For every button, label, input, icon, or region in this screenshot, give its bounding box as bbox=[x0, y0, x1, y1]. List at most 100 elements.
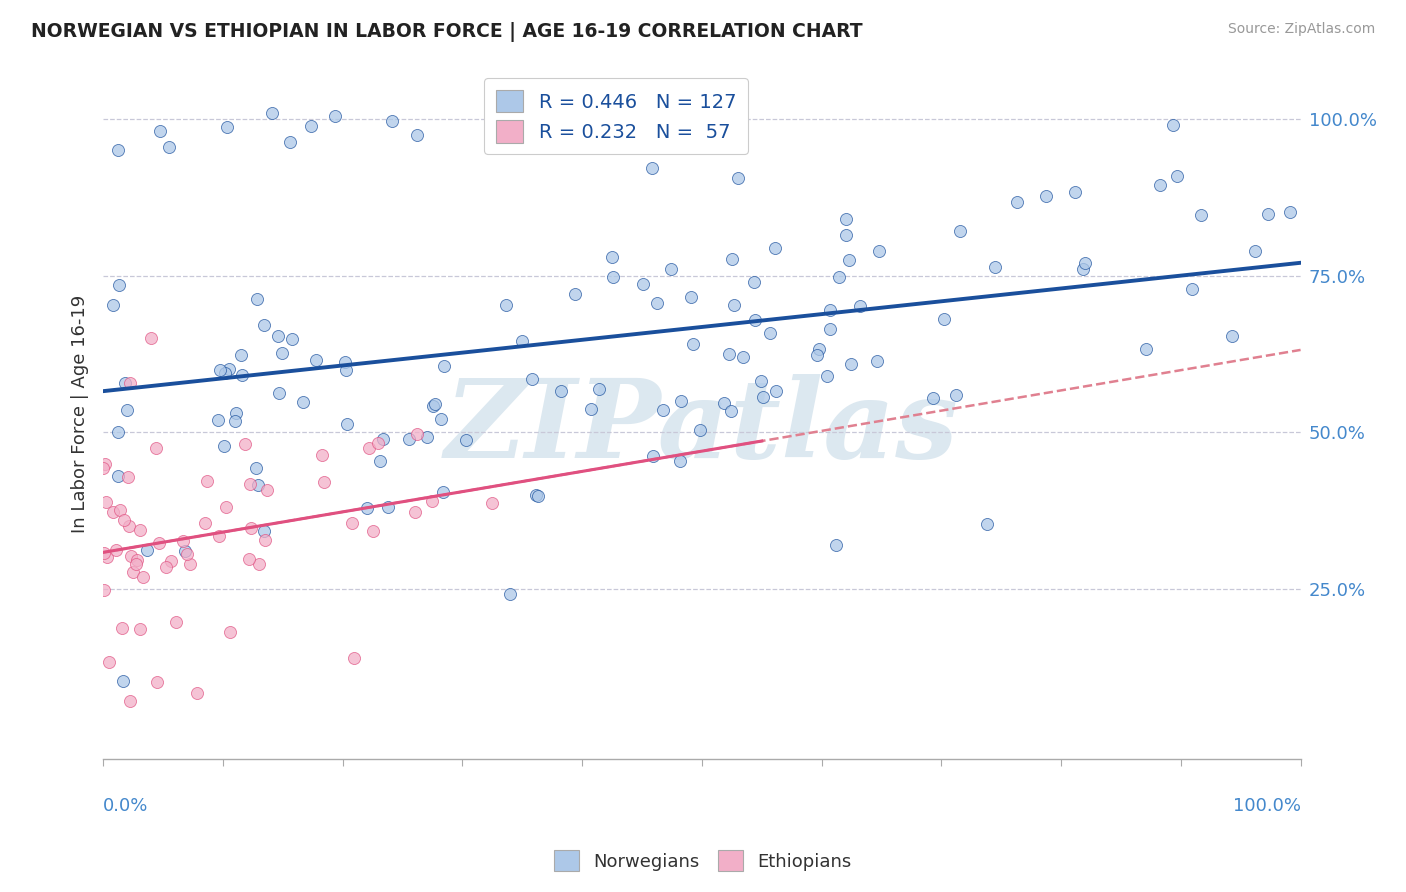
Point bbox=[93, 546, 115, 560]
Point bbox=[335, 363, 357, 377]
Point bbox=[1243, 244, 1265, 258]
Point bbox=[835, 212, 858, 227]
Point bbox=[239, 477, 262, 491]
Point bbox=[128, 523, 150, 537]
Point bbox=[600, 250, 623, 264]
Point bbox=[524, 488, 547, 502]
Point bbox=[481, 496, 503, 510]
Point bbox=[752, 390, 775, 404]
Point bbox=[368, 454, 391, 468]
Point bbox=[1220, 328, 1243, 343]
Point bbox=[1149, 178, 1171, 193]
Point bbox=[270, 346, 292, 360]
Point bbox=[422, 399, 444, 413]
Point bbox=[1035, 189, 1057, 203]
Point bbox=[849, 299, 872, 313]
Point bbox=[125, 558, 148, 572]
Point bbox=[934, 312, 956, 326]
Point bbox=[839, 357, 862, 371]
Point bbox=[717, 347, 740, 361]
Point bbox=[1063, 185, 1085, 199]
Point bbox=[433, 359, 456, 373]
Point bbox=[1166, 169, 1188, 184]
Point bbox=[260, 105, 283, 120]
Point bbox=[922, 391, 945, 405]
Point bbox=[1074, 255, 1097, 269]
Point bbox=[209, 363, 232, 377]
Point bbox=[112, 512, 135, 526]
Point bbox=[661, 262, 683, 277]
Point bbox=[527, 489, 550, 503]
Point bbox=[495, 298, 517, 312]
Point bbox=[207, 413, 229, 427]
Point bbox=[432, 485, 454, 500]
Point bbox=[808, 342, 831, 356]
Point bbox=[377, 500, 399, 515]
Point bbox=[520, 372, 543, 386]
Point bbox=[336, 417, 359, 431]
Point bbox=[361, 524, 384, 538]
Point bbox=[824, 538, 846, 552]
Point bbox=[225, 406, 247, 420]
Point bbox=[117, 470, 139, 484]
Point bbox=[371, 432, 394, 446]
Point bbox=[357, 441, 380, 455]
Point bbox=[107, 425, 129, 439]
Point bbox=[247, 557, 270, 571]
Point bbox=[713, 395, 735, 409]
Point bbox=[430, 412, 453, 426]
Point bbox=[669, 393, 692, 408]
Point bbox=[1135, 343, 1157, 357]
Point bbox=[420, 493, 443, 508]
Point bbox=[631, 277, 654, 291]
Point bbox=[267, 328, 290, 343]
Point bbox=[139, 331, 162, 345]
Point bbox=[165, 615, 187, 629]
Point bbox=[233, 436, 256, 450]
Point bbox=[749, 375, 772, 389]
Point bbox=[278, 135, 301, 149]
Point bbox=[108, 503, 131, 517]
Point bbox=[132, 570, 155, 584]
Point bbox=[120, 549, 142, 563]
Point bbox=[224, 414, 246, 428]
Point bbox=[512, 334, 534, 348]
Text: 0.0%: 0.0% bbox=[103, 797, 149, 814]
Point bbox=[145, 441, 167, 455]
Point bbox=[96, 550, 118, 565]
Point bbox=[115, 403, 138, 417]
Point bbox=[94, 457, 117, 471]
Point bbox=[107, 469, 129, 483]
Point bbox=[215, 500, 238, 515]
Point bbox=[174, 543, 197, 558]
Point bbox=[945, 387, 967, 401]
Point bbox=[643, 450, 665, 464]
Point bbox=[125, 552, 148, 566]
Point bbox=[499, 587, 522, 601]
Point bbox=[246, 292, 269, 306]
Point bbox=[97, 655, 120, 669]
Point bbox=[155, 560, 177, 574]
Point bbox=[186, 686, 208, 700]
Point bbox=[866, 354, 889, 368]
Point bbox=[416, 430, 439, 444]
Point bbox=[682, 336, 704, 351]
Point bbox=[246, 478, 269, 492]
Point bbox=[253, 318, 276, 333]
Point bbox=[231, 368, 253, 383]
Point bbox=[723, 298, 745, 312]
Point bbox=[159, 140, 181, 154]
Point bbox=[652, 403, 675, 417]
Point bbox=[815, 369, 838, 384]
Point bbox=[602, 269, 624, 284]
Point bbox=[114, 376, 136, 390]
Point bbox=[128, 622, 150, 636]
Point bbox=[311, 448, 333, 462]
Point bbox=[868, 244, 890, 259]
Point bbox=[219, 624, 242, 639]
Point bbox=[806, 348, 828, 362]
Point bbox=[406, 128, 429, 143]
Point bbox=[269, 386, 291, 401]
Point bbox=[398, 432, 420, 446]
Point bbox=[122, 566, 145, 580]
